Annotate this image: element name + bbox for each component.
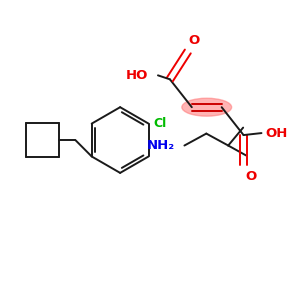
Ellipse shape	[182, 98, 232, 116]
Text: O: O	[246, 170, 257, 183]
Text: OH: OH	[266, 127, 288, 140]
Text: NH₂: NH₂	[147, 139, 175, 152]
Text: HO: HO	[126, 69, 148, 82]
Text: O: O	[189, 34, 200, 47]
Text: Cl: Cl	[154, 117, 167, 130]
